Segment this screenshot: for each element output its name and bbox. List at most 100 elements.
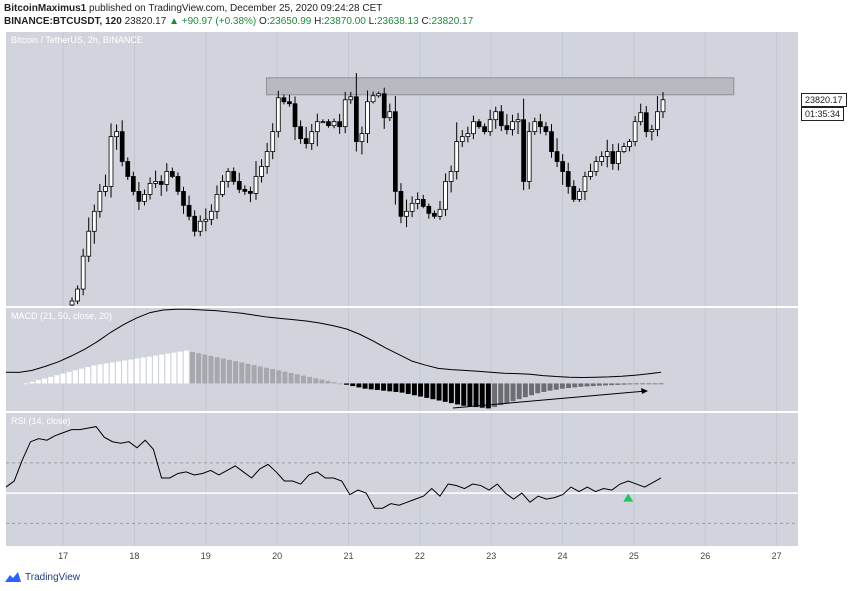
candle[interactable]	[632, 121, 638, 143]
macd-pane[interactable]: MACD (21, 50, close, 20)	[6, 308, 798, 411]
candle[interactable]	[415, 198, 421, 204]
candle[interactable]	[376, 93, 382, 97]
rsi-axis[interactable]: 100.00 80.00 60.00 40.00	[800, 412, 850, 546]
candle[interactable]	[309, 131, 315, 144]
candle[interactable]	[130, 176, 136, 192]
candle[interactable]	[342, 99, 348, 128]
price-axis[interactable]: 22000.00 22250.00 22500.00 22750.00 23000.00…	[800, 32, 850, 306]
candle[interactable]	[248, 191, 253, 194]
candle[interactable]	[197, 220, 203, 232]
candle[interactable]	[186, 204, 192, 217]
candle[interactable]	[482, 126, 487, 133]
candle[interactable]	[303, 138, 309, 144]
candle[interactable]	[119, 131, 125, 162]
rsi-signal-triangle[interactable]	[623, 493, 634, 502]
candle[interactable]	[437, 208, 443, 217]
candle[interactable]	[571, 186, 577, 200]
candle[interactable]	[287, 101, 292, 105]
candle[interactable]	[314, 121, 320, 133]
candle[interactable]	[393, 111, 398, 192]
candle[interactable]	[359, 133, 365, 142]
candle[interactable]	[175, 176, 181, 192]
candle[interactable]	[80, 255, 86, 290]
candle[interactable]	[565, 171, 571, 187]
candle[interactable]	[181, 191, 186, 206]
price-pane[interactable]: Bitcoin / TetherUS, 2h, BINANCE	[6, 32, 798, 306]
time-axis[interactable]: 17 18 19 20 21 22 23 24 25 26 27	[6, 548, 798, 566]
candle[interactable]	[476, 121, 482, 128]
candle[interactable]	[337, 121, 342, 128]
candle[interactable]	[409, 202, 415, 212]
candle[interactable]	[448, 171, 454, 182]
candle[interactable]	[504, 125, 510, 131]
candle[interactable]	[582, 176, 588, 192]
candle[interactable]	[164, 171, 170, 185]
candle[interactable]	[353, 96, 359, 142]
candle[interactable]	[387, 111, 393, 119]
candle[interactable]	[510, 121, 515, 131]
candle[interactable]	[543, 126, 549, 133]
candle[interactable]	[521, 119, 526, 182]
candle[interactable]	[142, 194, 147, 202]
candle[interactable]	[108, 136, 114, 187]
candle[interactable]	[454, 141, 460, 172]
candle[interactable]	[365, 101, 370, 135]
candle[interactable]	[298, 126, 303, 140]
candle[interactable]	[459, 136, 465, 142]
candle[interactable]	[660, 99, 666, 113]
candle[interactable]	[554, 151, 560, 162]
tradingview-logo[interactable]: TradingView	[4, 571, 80, 583]
author-name[interactable]: BitcoinMaximus1	[4, 3, 87, 14]
candle[interactable]	[649, 129, 655, 133]
candle[interactable]	[498, 111, 504, 127]
macd-axis[interactable]: 800.00 400.00 0.00 -400.00	[800, 308, 850, 414]
candle[interactable]	[471, 121, 476, 135]
candle[interactable]	[616, 151, 621, 164]
candle[interactable]	[326, 121, 331, 127]
candle[interactable]	[532, 121, 538, 133]
candle[interactable]	[348, 96, 354, 101]
candle[interactable]	[253, 176, 259, 194]
candle[interactable]	[292, 103, 298, 128]
candle[interactable]	[231, 171, 237, 182]
candle[interactable]	[588, 171, 593, 177]
candle[interactable]	[549, 131, 554, 152]
candle[interactable]	[86, 230, 92, 257]
candle[interactable]	[577, 191, 582, 200]
candle[interactable]	[136, 191, 142, 202]
candle[interactable]	[242, 189, 248, 192]
candle[interactable]	[426, 205, 432, 214]
trend-arrow-line[interactable]	[452, 390, 647, 409]
candle[interactable]	[75, 288, 80, 302]
resistance-zone[interactable]	[265, 77, 735, 96]
candle[interactable]	[264, 151, 270, 167]
candle[interactable]	[236, 181, 242, 190]
candle[interactable]	[275, 97, 281, 133]
candle[interactable]	[515, 119, 521, 123]
candle[interactable]	[638, 112, 644, 123]
candle[interactable]	[147, 183, 153, 195]
candle[interactable]	[560, 161, 565, 172]
candle[interactable]	[381, 93, 387, 119]
candle[interactable]	[604, 151, 610, 157]
candle[interactable]	[103, 186, 108, 192]
candle[interactable]	[643, 112, 649, 133]
candle[interactable]	[125, 161, 131, 177]
candle[interactable]	[526, 131, 532, 182]
candle[interactable]	[610, 151, 616, 164]
candle[interactable]	[398, 191, 404, 217]
candle[interactable]	[281, 97, 287, 103]
candle[interactable]	[621, 146, 627, 152]
candle[interactable]	[655, 111, 660, 131]
candle[interactable]	[270, 131, 276, 152]
candle[interactable]	[320, 121, 326, 124]
candle[interactable]	[599, 156, 605, 162]
candle[interactable]	[192, 215, 198, 232]
candle[interactable]	[259, 166, 264, 177]
candle[interactable]	[537, 121, 543, 128]
candle[interactable]	[593, 161, 599, 172]
candle[interactable]	[465, 133, 471, 138]
candle[interactable]	[97, 191, 103, 212]
candle[interactable]	[331, 121, 337, 127]
candle[interactable]	[114, 131, 119, 138]
